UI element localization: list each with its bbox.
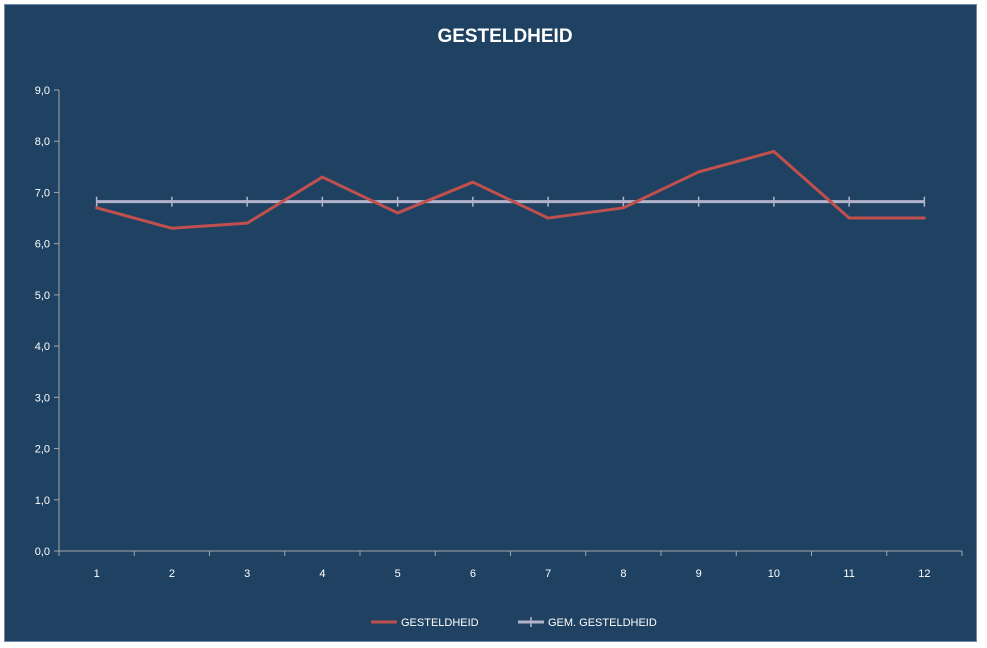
data-point <box>621 206 625 210</box>
x-tick-label: 1 <box>94 568 100 580</box>
data-point <box>320 175 324 179</box>
x-tick-label: 9 <box>696 568 702 580</box>
y-tick-label: 7,0 <box>35 187 50 199</box>
y-tick-label: 8,0 <box>35 136 50 148</box>
data-point <box>922 216 926 220</box>
y-tick-label: 6,0 <box>35 239 50 251</box>
y-tick-label: 0,0 <box>35 546 50 558</box>
legend-item-gem-gesteldheid: GEM. GESTELDHEID <box>518 617 657 629</box>
y-tick-label: 2,0 <box>35 444 50 456</box>
x-tick-label: 10 <box>768 568 780 580</box>
axes: 0,01,02,03,04,05,06,07,08,09,01 2 3 4 5 6 7 8 9 1… <box>35 85 963 580</box>
data-point <box>697 170 701 174</box>
data-point <box>170 226 174 230</box>
x-tick-label: 7 <box>545 568 551 580</box>
x-tick-label: 4 <box>319 568 325 580</box>
chart-area <box>4 4 977 642</box>
x-tick-label: 6 <box>470 568 476 580</box>
y-tick-label: 1,0 <box>35 495 50 507</box>
x-tick-label: 3 <box>244 568 250 580</box>
data-point <box>396 211 400 215</box>
legend-label: GESTELDHEID <box>401 617 479 629</box>
data-point <box>95 206 99 210</box>
data-point <box>847 216 851 220</box>
data-point <box>245 221 249 225</box>
y-tick-label: 4,0 <box>35 341 50 353</box>
x-tick-label: 12 <box>918 568 930 580</box>
y-tick-label: 3,0 <box>35 392 50 404</box>
y-tick-label: 5,0 <box>35 290 50 302</box>
y-tick-label: 9,0 <box>35 85 50 97</box>
series-line-gesteldheid <box>96 149 925 230</box>
legend-label: GEM. GESTELDHEID <box>548 617 657 629</box>
legend-item-gesteldheid: GESTELDHEID <box>371 617 479 629</box>
plot-series <box>95 149 926 230</box>
x-tick-label: 2 <box>169 568 175 580</box>
x-tick-label: 5 <box>395 568 401 580</box>
data-point <box>471 180 475 184</box>
x-tick-label: 11 <box>843 568 854 580</box>
x-tick-label: 8 <box>620 568 626 580</box>
data-point <box>772 149 776 153</box>
chart-title: GESTELDHEID <box>437 26 572 47</box>
data-point <box>546 216 550 220</box>
legend: GESTELDHEID GEM. GESTELDHEID <box>371 617 657 629</box>
